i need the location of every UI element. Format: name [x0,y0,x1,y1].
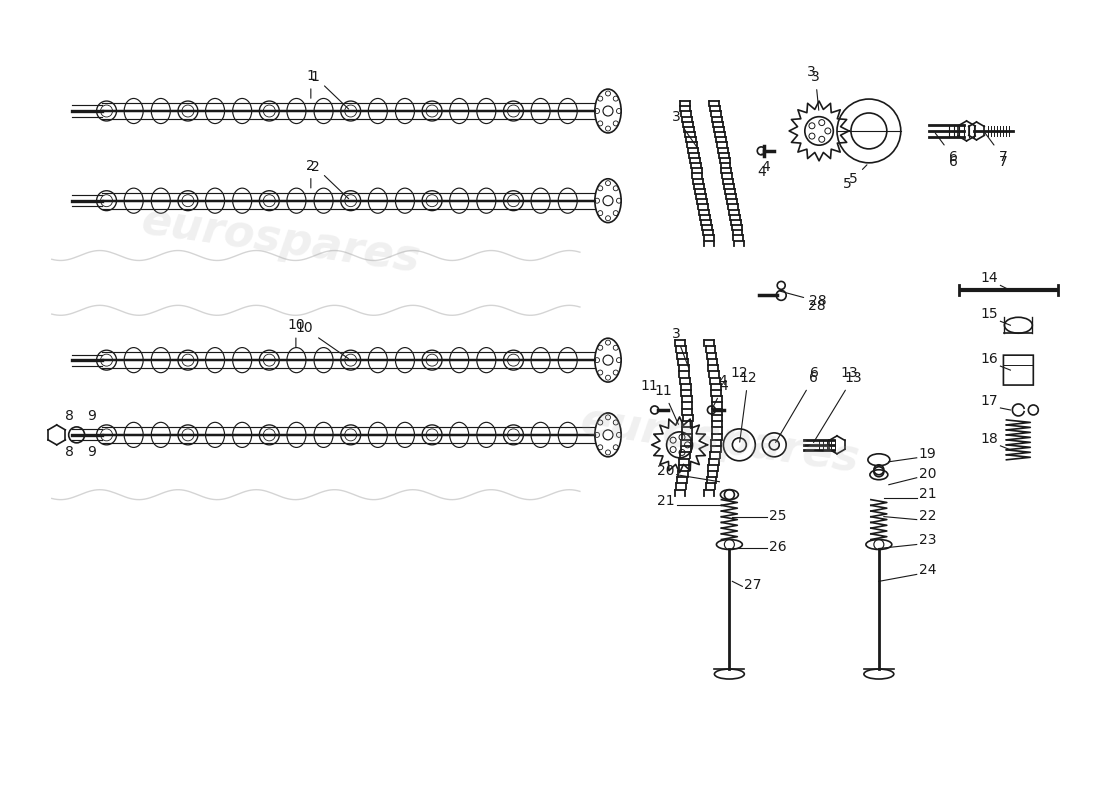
Text: 12: 12 [739,371,757,442]
Text: 10: 10 [296,322,349,358]
Text: 28: 28 [780,291,827,308]
Text: 26: 26 [769,541,786,554]
Text: 3: 3 [672,327,689,367]
Text: 3: 3 [811,70,819,110]
Text: 13: 13 [840,366,858,380]
Text: 23: 23 [918,534,936,547]
Text: 5: 5 [849,165,867,186]
Text: 25: 25 [769,509,786,522]
Text: 1: 1 [307,69,316,83]
Text: 19: 19 [918,446,936,461]
Text: 6: 6 [776,371,818,442]
Text: 11: 11 [641,379,659,393]
Text: 20: 20 [918,466,936,481]
Text: 24: 24 [918,563,936,578]
Text: 13: 13 [814,371,861,442]
Text: 6: 6 [810,366,818,380]
Text: 21: 21 [918,486,936,501]
Text: 20: 20 [657,464,674,478]
Text: 4: 4 [718,374,727,388]
Text: 1: 1 [311,70,349,109]
Text: 21: 21 [657,494,674,508]
Text: 22: 22 [918,509,936,522]
Text: 4: 4 [757,165,766,178]
Text: 2: 2 [307,158,316,173]
Text: 27: 27 [745,578,762,592]
Text: 9: 9 [87,409,96,423]
Text: 6: 6 [949,155,958,169]
Text: 9: 9 [87,445,96,459]
Text: 28: 28 [808,299,826,314]
Text: eurospares: eurospares [139,200,424,282]
Text: 6: 6 [935,133,957,164]
Text: 17: 17 [981,394,999,408]
Text: 7: 7 [999,155,1008,169]
Text: 5: 5 [843,177,851,190]
Text: eurospares: eurospares [578,399,861,481]
Text: 15: 15 [981,307,999,322]
Text: 3: 3 [672,110,697,149]
Text: 14: 14 [981,271,999,286]
Text: 10: 10 [287,318,305,332]
Text: 7: 7 [986,133,1008,164]
Text: 3: 3 [806,65,815,79]
Text: 4: 4 [713,379,728,407]
Text: 8: 8 [65,409,74,423]
Text: 18: 18 [981,432,999,446]
Text: 2: 2 [311,160,349,198]
Text: 8: 8 [65,445,74,459]
Text: 4: 4 [761,154,770,174]
Text: 12: 12 [730,366,748,380]
Text: 11: 11 [654,384,679,424]
Text: 16: 16 [981,352,999,366]
